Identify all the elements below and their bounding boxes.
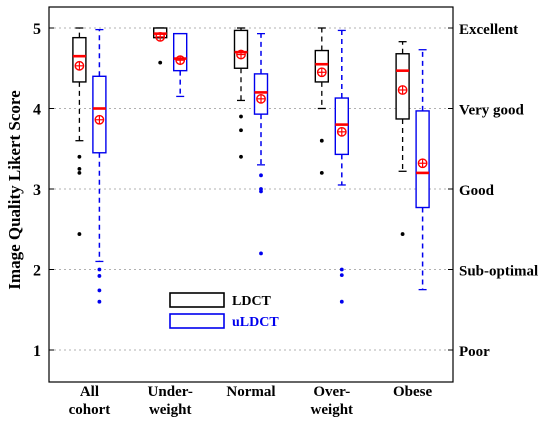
outlier-point (259, 251, 263, 256)
outlier-point (77, 166, 82, 171)
box-body (172, 32, 188, 72)
y-tick-label: 4 (33, 102, 41, 119)
box-uldct-2 (253, 32, 269, 256)
right-axis-label: Very good (459, 103, 525, 119)
category-label-line2: weight (149, 402, 192, 418)
box-uldct-4 (415, 49, 430, 291)
y-tick-label: 5 (33, 21, 41, 38)
outlier-point (259, 173, 263, 178)
box-ldct-3 (314, 27, 329, 175)
outlier-point (239, 154, 243, 159)
box-uldct-0 (92, 28, 107, 304)
box-plot-series (72, 27, 430, 304)
box-body (92, 75, 107, 154)
outlier-point (339, 267, 344, 272)
category-label-line2: cohort (69, 402, 111, 418)
plot-frame (48, 6, 454, 383)
outlier-point (97, 267, 102, 272)
outlier-point (319, 171, 324, 175)
category-label-line2: weight (311, 402, 354, 418)
box-ldct-2 (233, 27, 249, 159)
box-uldct-3 (334, 29, 349, 304)
outlier-point (239, 128, 243, 133)
right-axis-label: Good (459, 183, 495, 199)
legend-label-ldct: LDCT (232, 294, 272, 309)
category-label-line1: Normal (226, 384, 275, 400)
box-ldct-0 (72, 27, 87, 236)
outlier-point (97, 299, 102, 304)
legend-swatch-ldct (169, 292, 225, 308)
legend-swatch-uldct (169, 313, 225, 329)
category-label-line1: Under- (148, 384, 193, 400)
right-axis-label: Excellent (459, 22, 518, 38)
legend-label-uldct: uLDCT (232, 315, 279, 330)
category-label-line1: Over- (313, 384, 350, 400)
outlier-point (77, 232, 82, 236)
y-tick-label: 3 (33, 182, 41, 199)
box-body (314, 49, 329, 83)
box-body (233, 29, 249, 69)
box-ldct-4 (395, 41, 410, 236)
box-body (334, 97, 349, 156)
outlier-point (339, 299, 344, 304)
x-axis-categories: All cohort Under-weight Normal Over-weight Ob… (69, 384, 433, 418)
outlier-point (239, 114, 243, 119)
y-tick-label: 1 (33, 343, 41, 360)
right-quality-labels: Excellent Very good Good Sub-optimal Poor (459, 22, 538, 360)
right-axis-label: Poor (459, 344, 490, 360)
outlier-point (319, 138, 324, 143)
box-uldct-1 (172, 32, 188, 98)
category-label-line1: All (80, 384, 99, 400)
box-body (72, 36, 87, 83)
y-tick-label: 2 (33, 263, 41, 280)
category-label-line1: Obese (393, 384, 433, 400)
outlier-point (158, 60, 163, 65)
outlier-point (339, 273, 344, 278)
y-axis-title: Image Quality Likert Score (5, 90, 24, 290)
outlier-point (97, 288, 102, 293)
outlier-point (77, 154, 82, 159)
outlier-point (77, 171, 82, 175)
outlier-point (400, 232, 405, 236)
gridlines (49, 27, 453, 351)
right-axis-label: Sub-optimal (459, 264, 538, 280)
box-ldct-1 (152, 27, 168, 65)
y-axis-ticks: 1 2 3 4 5 (33, 21, 453, 360)
legend: LDCT uLDCT (169, 292, 279, 330)
outlier-point (259, 189, 263, 194)
outlier-point (97, 274, 102, 278)
